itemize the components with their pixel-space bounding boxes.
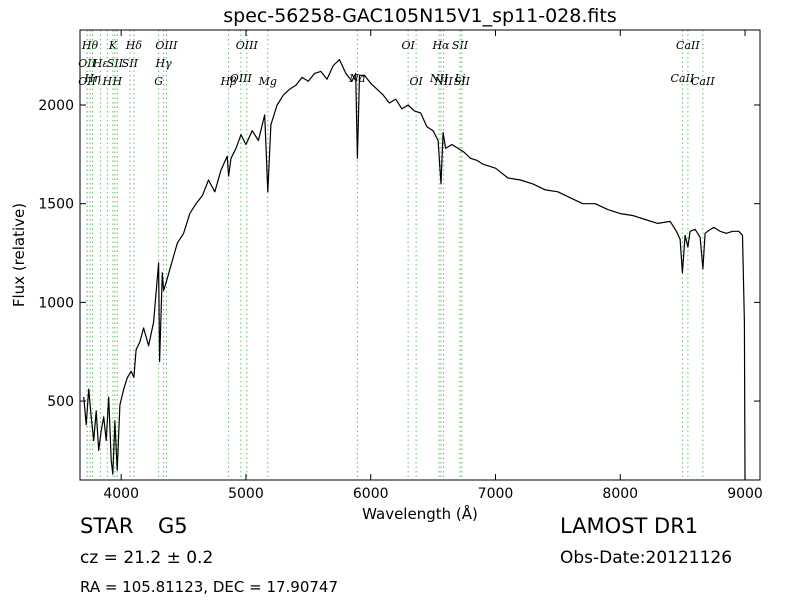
line-marker-label-16: OIII <box>236 39 259 52</box>
line-marker-label-2: Hθ <box>81 39 99 52</box>
ra-dec: RA = 105.81123, DEC = 17.90747 <box>80 578 339 596</box>
x-tick-label-1: 5000 <box>228 486 264 502</box>
line-marker-label-25: Li <box>454 72 466 85</box>
x-tick-label-0: 4000 <box>103 486 139 502</box>
line-marker-label-19: OI <box>401 39 415 52</box>
y-axis-label: Flux (relative) <box>10 202 28 308</box>
line-marker-label-15: OIII <box>230 72 253 85</box>
survey-name: LAMOST DR1 <box>560 514 699 538</box>
x-tick-label-3: 7000 <box>478 486 514 502</box>
line-marker-label-22: Hα <box>431 39 450 52</box>
line-marker-label-26: SII <box>454 75 471 88</box>
line-marker-label-11: G <box>154 75 163 88</box>
line-marker-label-17: Mg <box>258 75 277 88</box>
line-marker-label-10: Hδ <box>125 39 143 52</box>
line-marker-label-4: Hε <box>92 57 109 70</box>
line-marker-label-18: Na <box>348 72 365 85</box>
line-marker-label-29: CaII <box>691 75 715 88</box>
y-tick-label-2: 1500 <box>38 197 74 213</box>
line-marker-label-13: OIII <box>155 39 178 52</box>
line-marker-label-28: CaII <box>676 39 700 52</box>
y-tick-label-1: 1000 <box>38 295 74 311</box>
line-marker-label-7: SII <box>107 57 124 70</box>
line-marker-label-20: OI <box>409 75 423 88</box>
line-marker-label-5: H <box>102 75 113 88</box>
plot-frame <box>79 29 761 481</box>
y-tick-label-3: 2000 <box>38 98 74 114</box>
line-marker-label-27: CaII <box>671 72 695 85</box>
chart-title: spec-56258-GAC105N15V1_sp11-028.fits <box>223 5 617 27</box>
line-marker-label-12: Hγ <box>155 57 173 70</box>
line-marker-label-23: NII <box>433 75 453 88</box>
object-subclass: G5 <box>158 514 188 538</box>
x-axis-label: Wavelength (Å) <box>362 505 478 523</box>
line-marker-label-8: H <box>112 75 123 88</box>
line-marker-label-14: Hβ <box>220 75 237 88</box>
observation-date: Obs-Date:20121126 <box>560 548 733 568</box>
x-tick-label-4: 8000 <box>602 486 638 502</box>
y-tick-label-0: 500 <box>47 394 74 410</box>
spectrum-line <box>83 58 746 481</box>
line-marker-label-3: Hη <box>83 72 101 85</box>
x-tick-label-5: 9000 <box>727 486 763 502</box>
redshift-cz: cz = 21.2 ± 0.2 <box>80 548 214 568</box>
line-marker-label-9: SII <box>122 57 139 70</box>
line-marker-label-24: SII <box>452 39 469 52</box>
line-marker-label-6: K <box>108 39 118 52</box>
object-class: STAR <box>80 514 134 538</box>
x-tick-label-2: 6000 <box>353 486 389 502</box>
